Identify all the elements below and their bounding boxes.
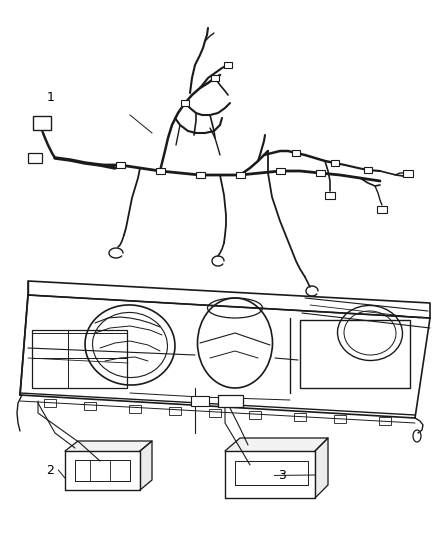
Bar (169, 407, 181, 415)
Bar (364, 167, 372, 173)
Bar (224, 62, 232, 68)
Polygon shape (140, 441, 152, 490)
Bar (331, 160, 339, 166)
Bar (155, 168, 165, 174)
Bar (211, 75, 219, 81)
Bar (403, 169, 413, 176)
Bar (33, 116, 51, 130)
Bar (116, 162, 124, 168)
Bar (209, 409, 221, 417)
Bar (84, 402, 96, 410)
Bar (195, 172, 205, 178)
Bar (181, 100, 189, 106)
Bar (325, 191, 335, 198)
Polygon shape (65, 441, 152, 451)
Bar (315, 170, 325, 176)
Bar (218, 395, 243, 407)
Bar (294, 413, 306, 421)
Text: 1: 1 (46, 91, 54, 103)
Bar (292, 150, 300, 156)
Polygon shape (225, 438, 328, 451)
Bar (334, 415, 346, 423)
Bar (129, 405, 141, 413)
Polygon shape (315, 438, 328, 498)
Bar (276, 168, 285, 174)
Text: 3: 3 (279, 469, 286, 482)
Bar (377, 206, 387, 213)
Bar (44, 399, 56, 407)
Bar (379, 417, 391, 425)
Bar (28, 153, 42, 163)
Text: 2: 2 (46, 464, 54, 477)
Bar (32, 330, 127, 388)
Bar (249, 411, 261, 419)
Bar (236, 172, 244, 178)
Bar (300, 320, 410, 388)
Bar (191, 396, 209, 406)
